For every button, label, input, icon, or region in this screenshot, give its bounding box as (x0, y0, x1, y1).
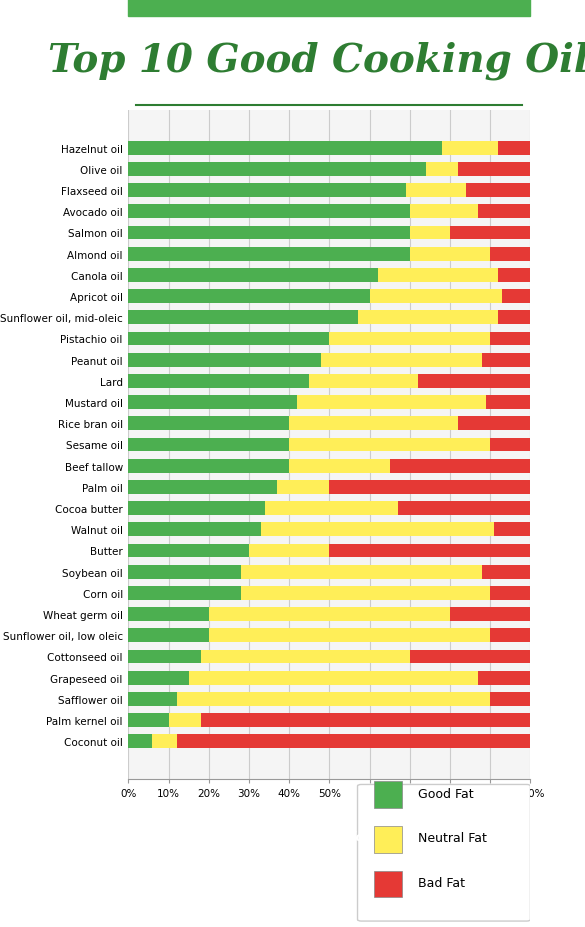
Bar (503, 290, 531, 304)
Bar (478, 671, 531, 685)
Bar (410, 248, 490, 261)
Bar (128, 142, 442, 156)
Bar (482, 353, 531, 367)
FancyBboxPatch shape (374, 781, 402, 808)
Bar (128, 205, 410, 219)
Bar (482, 565, 531, 579)
Bar (128, 184, 406, 197)
Bar (357, 311, 498, 324)
Bar (177, 692, 490, 706)
Bar (329, 332, 490, 346)
Bar (128, 438, 289, 451)
FancyBboxPatch shape (357, 784, 531, 921)
Bar (209, 629, 490, 642)
Bar (490, 332, 531, 346)
Bar (450, 226, 531, 240)
Bar (406, 184, 466, 197)
Bar (398, 502, 531, 515)
Bar (209, 607, 450, 621)
Bar (390, 459, 531, 473)
Bar (128, 692, 177, 706)
Bar (128, 607, 209, 621)
Bar (168, 714, 201, 727)
Bar (128, 417, 289, 431)
Bar (378, 269, 498, 283)
Bar (410, 205, 478, 219)
Bar (128, 714, 168, 727)
Bar (329, 480, 531, 494)
Bar (289, 459, 390, 473)
Bar (128, 734, 153, 748)
Text: GoUnDiet: 50 Small Actions for
Lasting Weight Loss: GoUnDiet: 50 Small Actions for Lasting W… (140, 831, 371, 860)
Bar (177, 734, 531, 748)
Bar (128, 332, 329, 346)
Bar (466, 184, 531, 197)
Bar (201, 714, 531, 727)
Bar (490, 629, 531, 642)
Bar (128, 565, 241, 579)
Bar (458, 163, 531, 176)
Bar (289, 417, 458, 431)
Bar (128, 269, 378, 283)
Bar (265, 502, 398, 515)
Bar (370, 290, 503, 304)
Bar (128, 290, 370, 304)
Text: Permission to reprint from:: Permission to reprint from: (140, 806, 307, 819)
Bar (249, 544, 329, 558)
Bar (490, 248, 531, 261)
Bar (486, 396, 531, 410)
Bar (410, 226, 450, 240)
Bar (329, 544, 531, 558)
Bar (297, 396, 486, 410)
Bar (128, 586, 241, 600)
Bar (426, 163, 458, 176)
Bar (128, 226, 410, 240)
Bar (498, 311, 531, 324)
Bar (321, 353, 482, 367)
Bar (498, 269, 531, 283)
Bar (128, 375, 309, 388)
Bar (128, 459, 289, 473)
Bar (128, 480, 277, 494)
Bar (442, 142, 498, 156)
Bar (277, 480, 329, 494)
Bar (128, 544, 249, 558)
Bar (478, 205, 531, 219)
Bar (128, 523, 261, 537)
Text: Good Fat: Good Fat (418, 787, 473, 800)
Bar (128, 353, 321, 367)
Text: Bad Fat: Bad Fat (418, 876, 465, 889)
Bar (309, 375, 418, 388)
Bar (490, 586, 531, 600)
Bar (153, 734, 177, 748)
Bar (418, 375, 531, 388)
Bar (241, 586, 490, 600)
Bar (490, 692, 531, 706)
Text: Neutral Fat: Neutral Fat (418, 832, 487, 844)
Text: Copyright 2010 - Gloria Tsang: Copyright 2010 - Gloria Tsang (140, 899, 295, 909)
Bar (494, 523, 531, 537)
Bar (128, 502, 265, 515)
Bar (410, 650, 531, 664)
Bar (128, 248, 410, 261)
Bar (458, 417, 531, 431)
Bar (128, 163, 426, 176)
Bar (128, 650, 201, 664)
Bar (498, 142, 531, 156)
Bar (128, 396, 297, 410)
Bar (128, 311, 357, 324)
Text: Top 10 Good Cooking Oils: Top 10 Good Cooking Oils (48, 42, 585, 81)
FancyBboxPatch shape (374, 870, 402, 897)
Bar (289, 438, 490, 451)
Bar (128, 671, 188, 685)
Bar (490, 438, 531, 451)
Bar (128, 0, 531, 17)
Bar (241, 565, 482, 579)
Bar (261, 523, 494, 537)
FancyBboxPatch shape (374, 826, 402, 853)
Bar (450, 607, 531, 621)
Bar (201, 650, 410, 664)
Bar (188, 671, 478, 685)
Bar (128, 629, 209, 642)
